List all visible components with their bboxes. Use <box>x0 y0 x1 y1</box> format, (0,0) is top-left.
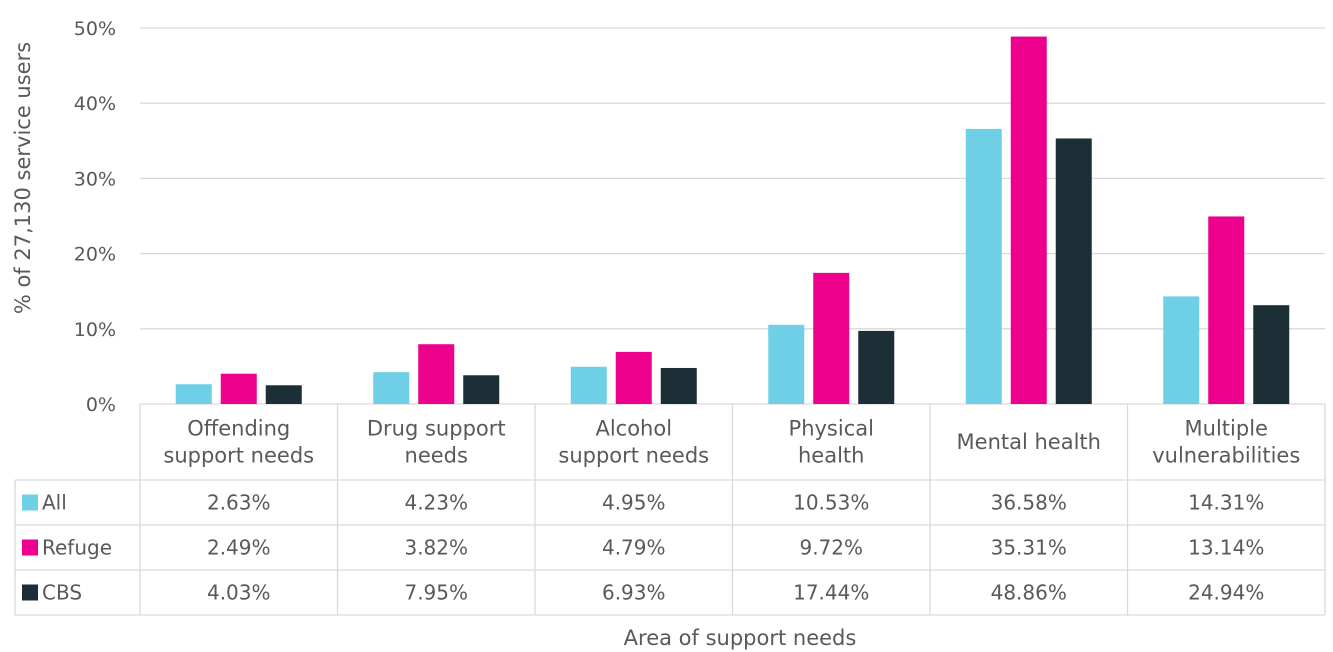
y-tick-label: 40% <box>74 93 116 115</box>
category-label: Multiple <box>1185 417 1268 441</box>
bar-all <box>1163 296 1200 404</box>
category-label: needs <box>405 444 468 468</box>
table-cell: 9.72% <box>799 536 863 560</box>
bar-all <box>570 366 607 404</box>
y-axis-title: % of 27,130 service users <box>11 42 35 314</box>
table-cell: 35.31% <box>991 536 1067 560</box>
category-label: Drug support <box>367 417 506 441</box>
bar-refuge <box>1010 36 1047 404</box>
y-tick-label: 0% <box>86 394 116 416</box>
bar-all <box>965 128 1002 404</box>
x-axis-title: Area of support needs <box>624 626 857 650</box>
bar-refuge <box>615 351 652 404</box>
bar-cbs <box>858 330 895 404</box>
legend-key-all <box>22 494 38 511</box>
table-cell: 10.53% <box>793 491 869 515</box>
y-axis-ticks: 0% 10% 20% 30% 40% 50% <box>74 18 116 416</box>
y-tick-label: 10% <box>74 319 116 341</box>
category-label: Alcohol <box>595 417 672 441</box>
bar-refuge <box>220 373 257 404</box>
data-table: Offending support needs Drug support needs A… <box>14 404 1326 616</box>
legend-key-cbs <box>22 584 38 601</box>
table-cell: 36.58% <box>991 491 1067 515</box>
table-cell: 13.14% <box>1188 536 1264 560</box>
bar-cbs <box>1253 305 1290 404</box>
table-cell: 2.49% <box>207 536 271 560</box>
bar-refuge <box>1208 216 1245 404</box>
y-tick-label: 50% <box>74 18 116 40</box>
bar-all <box>373 372 410 404</box>
category-label: support needs <box>163 444 314 468</box>
y-tick-label: 30% <box>74 168 116 190</box>
bar-all <box>175 384 212 404</box>
table-cell: 7.95% <box>404 581 468 605</box>
bar-cbs <box>265 385 302 404</box>
category-label: health <box>798 444 864 468</box>
table-cell: 17.44% <box>793 581 869 605</box>
table-cell: 14.31% <box>1188 491 1264 515</box>
category-label: Offending <box>187 417 290 441</box>
legend-key-refuge <box>22 539 38 556</box>
series-name: All <box>42 491 67 515</box>
bar-cbs <box>1055 138 1092 404</box>
bar-all <box>768 324 805 404</box>
table-cell: 48.86% <box>991 581 1067 605</box>
series-name: Refuge <box>42 536 112 560</box>
category-label: vulnerabilities <box>1152 444 1300 468</box>
bars <box>175 36 1290 404</box>
bar-refuge <box>813 272 850 404</box>
gridlines <box>140 27 1325 405</box>
y-tick-label: 20% <box>74 244 116 266</box>
table-cell: 3.82% <box>404 536 468 560</box>
bar-refuge <box>418 344 455 404</box>
table-cell: 4.95% <box>602 491 666 515</box>
table-cell: 24.94% <box>1188 581 1264 605</box>
table-cell: 4.23% <box>404 491 468 515</box>
category-label: support needs <box>558 444 709 468</box>
table-cell: 4.03% <box>207 581 271 605</box>
table-cell: 6.93% <box>602 581 666 605</box>
series-name: CBS <box>42 581 82 605</box>
bar-cbs <box>660 367 697 404</box>
table-cell: 4.79% <box>602 536 666 560</box>
bar-cbs <box>463 375 500 404</box>
category-label: Physical <box>789 417 874 441</box>
table-cell: 2.63% <box>207 491 271 515</box>
category-label: Mental health <box>957 430 1101 454</box>
